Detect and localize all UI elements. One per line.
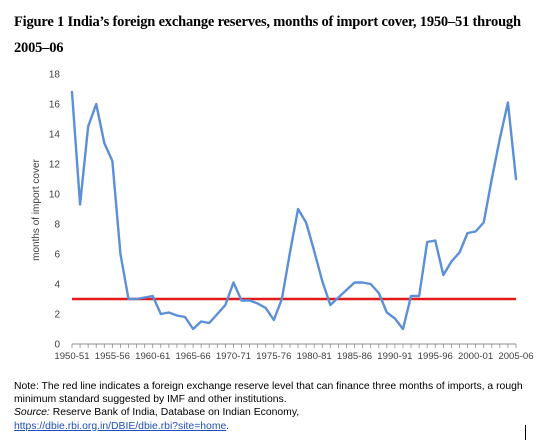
y-tick-label: 0: [54, 340, 60, 351]
y-tick-label: 8: [54, 220, 60, 231]
x-tick-label: 2005-06: [498, 351, 533, 362]
line-chart: 0 2 4 6 8 10 12 14 16 18 1950-51 1955-56 1960-61 196…: [31, 70, 534, 363]
x-tick-label: 1985-86: [337, 351, 372, 362]
y-tick-label: 16: [49, 100, 61, 111]
x-tick-label: 1995-96: [418, 351, 453, 362]
y-tick-label: 2: [54, 310, 60, 321]
source-link[interactable]: https://dbie.rbi.org.in/DBIE/dbie.rbi?si…: [14, 420, 227, 432]
y-tick-label: 10: [49, 190, 61, 201]
x-tick-label: 1970-71: [216, 351, 251, 362]
y-tick-label: 4: [54, 280, 60, 291]
y-tick-label: 18: [49, 70, 61, 81]
text-cursor: [525, 425, 526, 440]
series-layer: [70, 90, 518, 331]
y-tick-label: 6: [54, 250, 60, 261]
source-label: Source:: [14, 407, 50, 419]
x-tick-label: 1960-61: [135, 351, 170, 362]
source-text: Reserve Bank of India, Database on India…: [49, 407, 300, 419]
y-tick-label: 14: [49, 130, 61, 141]
note-text: Note: The red line indicates a foreign e…: [14, 381, 523, 406]
y-axis: 0 2 4 6 8 10 12 14 16 18: [49, 70, 61, 351]
x-axis: 1950-51 1955-56 1960-61 1965-66 1970-71 1975-…: [54, 343, 534, 362]
x-tick-label: 1950-51: [54, 351, 89, 362]
source-trailing: .: [226, 420, 230, 432]
x-tick-label: 2000-01: [458, 351, 493, 362]
x-tick-label: 1990-91: [377, 351, 412, 362]
y-tick-label: 12: [49, 160, 61, 171]
x-tick-label: 1980-81: [297, 351, 332, 362]
x-tick-label: 1955-56: [95, 351, 130, 362]
series-line: [70, 90, 518, 331]
x-tick-label: 1975-76: [256, 351, 291, 362]
y-axis-label: months of import cover: [31, 158, 42, 260]
x-tick-label: 1965-66: [175, 351, 210, 362]
figure-note: Note: The red line indicates a foreign e…: [14, 380, 534, 433]
figure-title: Figure 1 India’s foreign exchange reserv…: [14, 14, 521, 56]
